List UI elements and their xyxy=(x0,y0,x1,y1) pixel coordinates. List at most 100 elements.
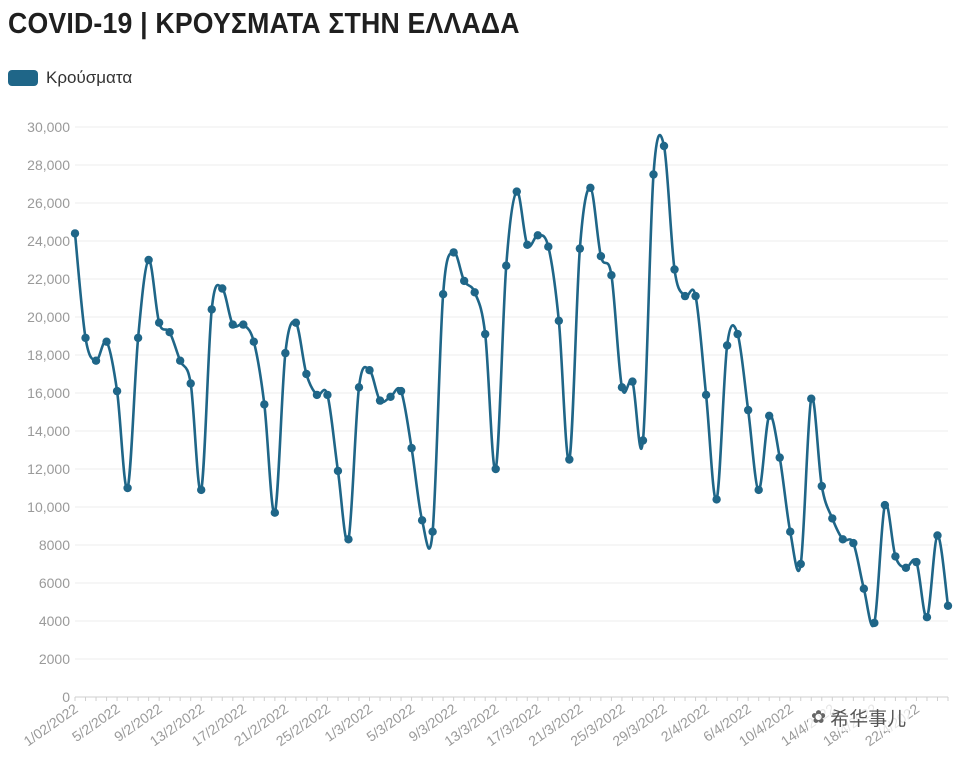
wechat-icon: ✿ xyxy=(811,707,827,727)
data-point xyxy=(165,328,174,337)
data-point xyxy=(743,405,753,415)
data-point xyxy=(817,481,826,491)
data-point xyxy=(354,383,364,392)
data-point xyxy=(933,531,942,540)
data-point xyxy=(849,538,858,548)
watermark-text: 希华事儿 xyxy=(830,709,907,730)
data-point xyxy=(807,394,816,403)
data-point xyxy=(302,369,311,379)
data-point xyxy=(91,356,101,365)
y-tick-label: 24,000 xyxy=(27,233,70,249)
y-tick-label: 12,000 xyxy=(27,461,70,477)
data-point xyxy=(228,320,237,329)
data-point xyxy=(260,400,269,409)
data-point xyxy=(607,271,616,280)
data-point xyxy=(764,411,774,420)
y-tick-label: 20,000 xyxy=(27,309,70,325)
data-point xyxy=(670,265,679,274)
legend-label: Κρούσματα xyxy=(46,68,133,87)
data-point xyxy=(533,231,542,240)
data-point xyxy=(502,261,511,270)
data-point xyxy=(207,305,216,314)
data-point xyxy=(470,288,479,297)
data-point xyxy=(870,618,879,628)
y-tick-label: 16,000 xyxy=(27,385,70,401)
data-point xyxy=(333,466,343,476)
data-point xyxy=(901,563,911,572)
y-tick-label: 22,000 xyxy=(27,271,70,287)
y-tick-label: 2000 xyxy=(39,651,70,667)
data-point xyxy=(459,276,469,286)
data-point xyxy=(617,383,627,392)
data-point xyxy=(649,170,658,179)
data-point xyxy=(544,242,553,251)
data-point xyxy=(144,255,153,265)
data-point xyxy=(186,379,195,388)
data-point xyxy=(596,252,606,261)
data-point xyxy=(81,333,90,343)
data-point xyxy=(891,552,900,561)
data-point xyxy=(175,356,185,365)
legend-swatch xyxy=(8,70,38,86)
data-point xyxy=(197,485,206,495)
data-point xyxy=(102,337,111,346)
watermark: ✿ 希华事儿 xyxy=(808,704,910,731)
data-point xyxy=(323,390,332,400)
data-point xyxy=(701,390,711,400)
data-point xyxy=(523,240,532,249)
y-tick-label: 30,000 xyxy=(27,119,70,135)
data-point xyxy=(722,341,732,350)
data-point xyxy=(680,291,690,301)
data-point xyxy=(733,329,742,339)
data-point xyxy=(912,557,921,567)
data-point xyxy=(575,244,585,253)
data-point xyxy=(859,584,869,593)
y-tick-label: 0 xyxy=(62,689,70,705)
x-tick-label: 1/02/2022 xyxy=(21,700,81,749)
y-tick-label: 8000 xyxy=(39,537,70,553)
data-point xyxy=(291,318,301,327)
data-point xyxy=(828,514,837,523)
data-point xyxy=(386,392,395,401)
data-point xyxy=(417,516,427,525)
data-point xyxy=(712,495,721,504)
data-point xyxy=(691,291,700,301)
data-point xyxy=(154,318,164,327)
data-point xyxy=(481,329,490,339)
data-point xyxy=(438,290,448,299)
data-point xyxy=(218,284,227,293)
data-point xyxy=(112,386,122,396)
page-title: COVID-19 | ΚΡΟΥΣΜΑΤΑ ΣΤΗΝ ΕΛΛΑΔΑ xyxy=(8,8,520,40)
data-point xyxy=(638,436,648,445)
data-point xyxy=(375,396,385,405)
data-point xyxy=(133,333,143,343)
data-point xyxy=(428,527,437,536)
data-point xyxy=(312,390,322,400)
y-tick-label: 18,000 xyxy=(27,347,70,363)
data-point xyxy=(491,464,500,474)
data-point xyxy=(365,366,374,375)
data-point xyxy=(586,183,595,192)
data-point xyxy=(281,348,290,358)
data-point xyxy=(239,320,248,329)
data-point xyxy=(123,483,132,493)
data-point xyxy=(554,316,564,325)
data-point xyxy=(565,455,574,464)
data-point xyxy=(943,601,953,610)
data-point xyxy=(786,527,795,536)
y-tick-label: 28,000 xyxy=(27,157,70,173)
data-point xyxy=(838,535,848,544)
y-tick-label: 14,000 xyxy=(27,423,70,439)
data-point xyxy=(407,443,416,453)
data-point xyxy=(70,229,80,238)
data-point xyxy=(344,535,353,544)
data-point xyxy=(880,500,890,510)
data-point xyxy=(796,559,805,569)
chart-legend[interactable]: Κρούσματα xyxy=(8,68,132,88)
data-point xyxy=(270,508,280,517)
data-point xyxy=(775,453,784,462)
data-point xyxy=(249,337,259,346)
y-tick-label: 6000 xyxy=(39,575,70,591)
series-group xyxy=(70,133,953,628)
